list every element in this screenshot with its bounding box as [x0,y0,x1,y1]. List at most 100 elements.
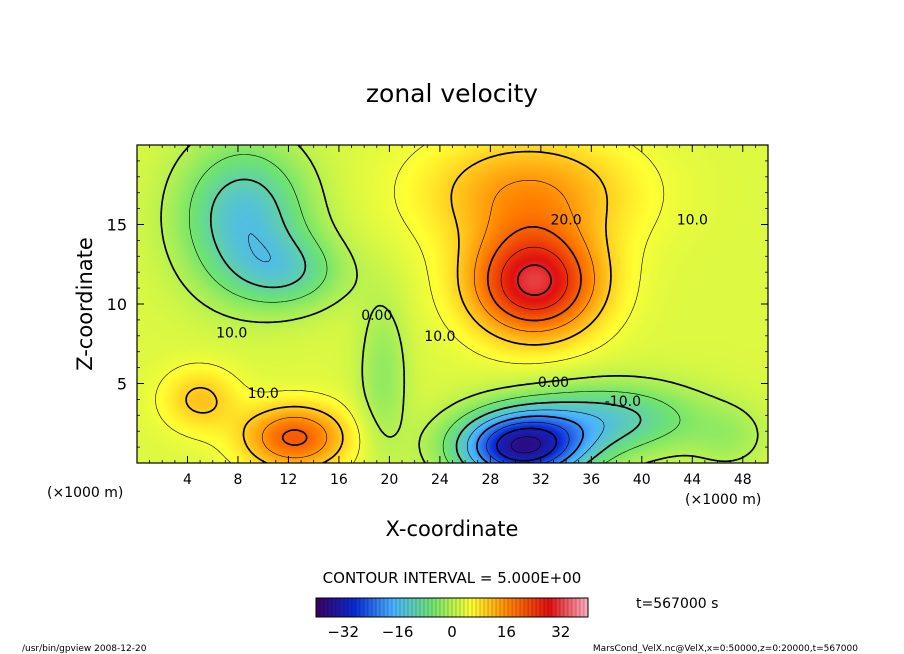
contour-level [500,246,569,310]
contour-labels: 20.0 10.0 10.0 0.00 10.0 0.00 -10.0 10.0 [216,213,708,410]
x-tick-label: 36 [582,472,600,488]
contour-label: 20.0 [550,213,581,229]
colorbar-tick-label: −32 [327,623,359,641]
x-tick-label: 28 [481,472,499,488]
colorbar-segment [316,598,321,617]
contour-label: 0.00 [361,308,392,324]
contour-label: -10.0 [605,394,641,410]
colorbar-segment [324,598,329,617]
colorbar-segment [488,598,493,617]
contour-level [209,178,642,463]
contour-label: 10.0 [216,326,247,342]
velocity-field [137,145,768,463]
colorbar-segment [456,598,461,617]
colorbar-segment [532,598,537,617]
colorbar-segment [544,598,549,617]
colorbar-segment [472,598,477,617]
colorbar-segment [364,598,369,617]
contour-level [510,436,541,454]
colorbar-segment [464,598,469,617]
colorbar-segment [512,598,517,617]
colorbar-segment [528,598,533,617]
colorbar-segment [436,598,441,617]
colorbar-segment [476,598,481,617]
contour-label: 10.0 [248,386,279,402]
x-axis-unit-right: (×1000 m) [685,492,761,508]
colorbar-segment [496,598,501,617]
colorbar-segment [460,598,465,617]
colorbar-segment [508,598,513,617]
colorbar-segment [388,598,393,617]
colorbar-segment [428,598,433,617]
colorbar-segment [536,598,541,617]
colorbar-segment [320,598,325,617]
colorbar-segment [548,598,553,617]
x-tick-label: 20 [380,472,398,488]
colorbar-segment [540,598,545,617]
colorbar-segment [384,598,389,617]
contour-level [495,427,558,462]
colorbar-segment [552,598,557,617]
colorbar-segment [524,598,529,617]
colorbar-segment [416,598,421,617]
colorbar-segment [584,598,589,617]
colorbar-segment [360,598,365,617]
colorbar-segment [444,598,449,617]
colorbar-segment [356,598,361,617]
y-tick-label: 10 [107,295,127,314]
colorbar-segment [520,598,525,617]
colorbar-segment [336,598,341,617]
x-tick-label: 4 [183,472,192,488]
plot-area [137,145,768,463]
colorbar-segment [392,598,397,617]
x-axis-unit-left: (×1000 m) [47,485,123,501]
colorbar-segment [440,598,445,617]
colorbar-segment [332,598,337,617]
colorbar-segment [376,598,381,617]
contour-level [486,421,570,463]
time-label: t=567000 s [636,596,718,612]
colorbar-tick-label: 0 [447,623,457,641]
colorbar-segment [432,598,437,617]
colorbar-segment [492,598,497,617]
contour-level [155,145,665,463]
colorbar-segment [576,598,581,617]
x-tick-label: 8 [233,472,242,488]
colorbar-segment [404,598,409,617]
colorbar-segment [348,598,353,617]
colorbar-tick-label: 16 [497,623,516,641]
colorbar-segment [484,598,489,617]
y-axis-ticks: 5 10 15 [107,160,768,448]
x-tick-label: 12 [280,472,298,488]
footer-left: /usr/bin/gpview 2008-12-20 [22,644,147,654]
colorbar-segment [556,598,561,617]
contour-label: 0.00 [538,375,569,391]
colorbar-segment [408,598,413,617]
contour-level [160,145,759,463]
colorbar-segment [568,598,573,617]
colorbar-segment [368,598,373,617]
footer-right: MarsCond_VelX.nc@VelX,x=0:50000,z=0:2000… [593,644,858,654]
colorbar-segment [448,598,453,617]
x-tick-label: 44 [683,472,701,488]
colorbar-segment [572,598,577,617]
colorbar-segment [480,598,485,617]
colorbar-segment [344,598,349,617]
colorbar-segment [400,598,405,617]
colorbar [316,598,589,617]
x-tick-label: 16 [330,472,348,488]
contour-level [189,154,681,463]
contour-label: 10.0 [677,213,708,229]
colorbar-segment [340,598,345,617]
colorbar-segment [372,598,377,617]
colorbar-segment [396,598,401,617]
colorbar-segment [380,598,385,617]
colorbar-segment [504,598,509,617]
contour-level [248,233,605,463]
colorbar-segment [580,598,585,617]
colorbar-segment [560,598,565,617]
colorbar-segment [452,598,457,617]
colorbar-segment [328,598,333,617]
colorbar-segment [424,598,429,617]
